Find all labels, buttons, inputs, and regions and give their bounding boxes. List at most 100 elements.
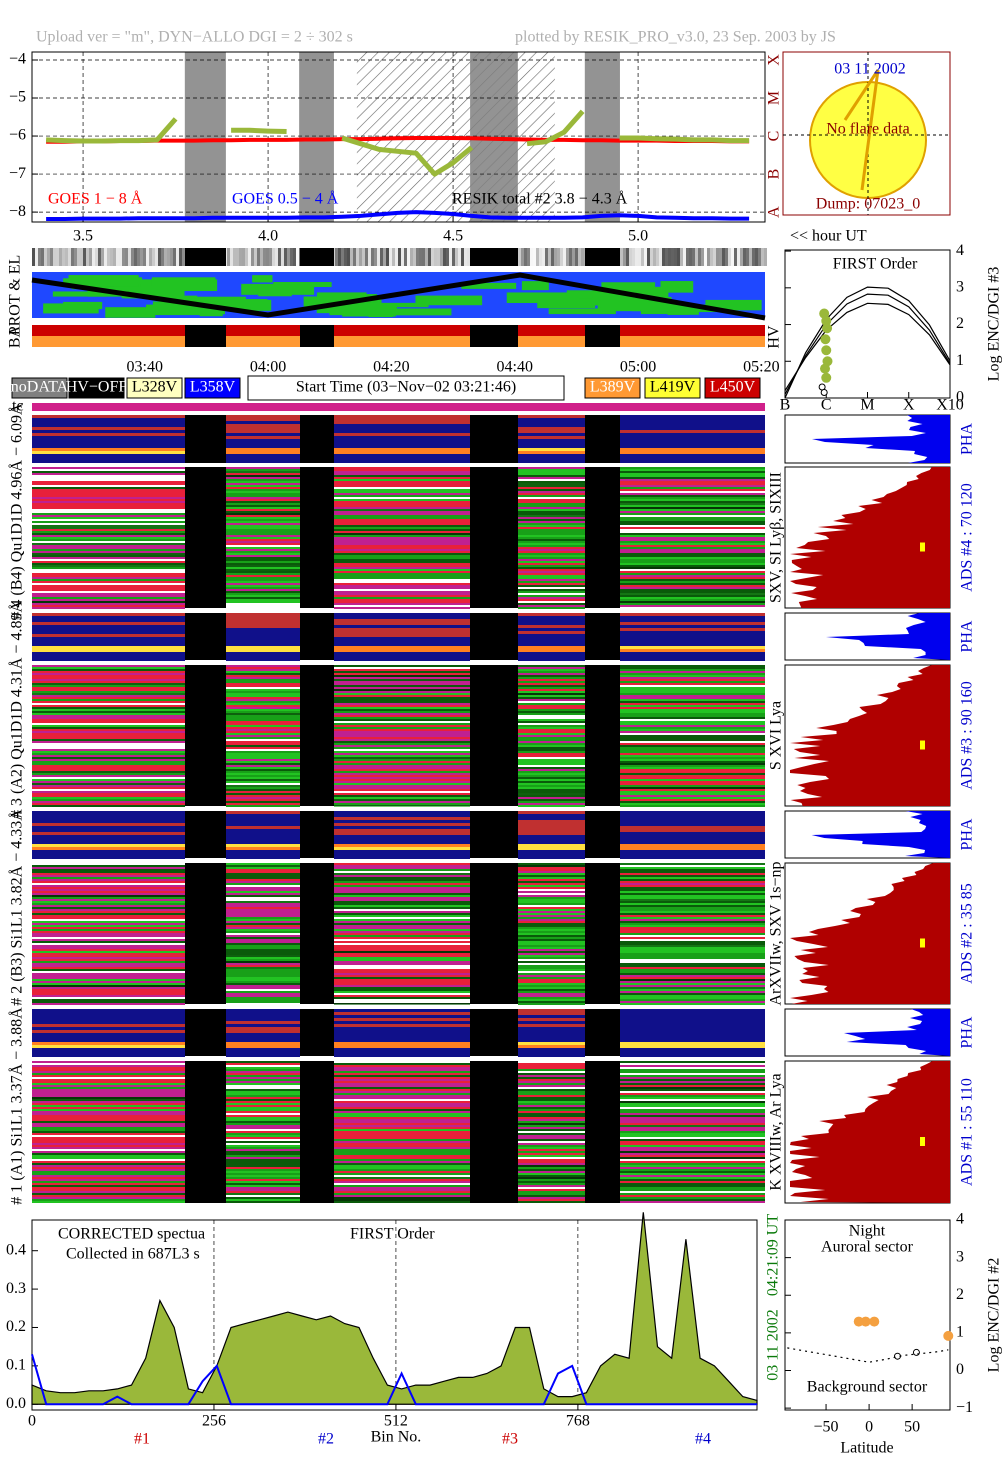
spectrogram-row (518, 622, 585, 625)
spectrogram-row (334, 565, 470, 567)
gap (585, 1009, 620, 1056)
spectrogram-row (518, 535, 585, 537)
spectrogram-row (226, 983, 300, 985)
gain-bar (635, 248, 638, 266)
spectrogram-row (32, 1189, 185, 1191)
spectrogram-row (226, 850, 300, 853)
spectrogram-row (334, 454, 470, 457)
spectrogram-row (32, 485, 185, 487)
spectrogram-row (334, 619, 470, 622)
spectrogram-row (620, 1141, 765, 1143)
spectrogram-row (518, 727, 585, 729)
spectrogram-row (226, 719, 300, 721)
spectrogram-row (32, 607, 185, 609)
spectrogram-row (620, 1177, 765, 1179)
spectrogram-row (518, 1157, 585, 1159)
spectrogram-row (32, 1137, 185, 1139)
spectrogram-row (226, 1161, 300, 1163)
panel-title: FIRST Order (833, 256, 918, 273)
spectrogram-row (620, 1065, 765, 1067)
gap (585, 415, 620, 463)
spectrogram-row (32, 903, 185, 905)
spectrogram-row (32, 895, 185, 897)
gain-bar (656, 248, 659, 266)
spectrogram-row (32, 551, 185, 553)
spectrogram-row (518, 683, 585, 685)
spectrogram-row (32, 943, 185, 945)
spectrogram-row (32, 1061, 185, 1063)
spectrogram-row (226, 442, 300, 445)
shaded-range (184, 52, 226, 222)
spectrogram-row (226, 979, 300, 981)
gain-bar (533, 248, 536, 266)
spectrogram-row (620, 735, 765, 737)
prot-patch (506, 292, 579, 304)
spectrogram-row (334, 593, 470, 595)
spectrogram-row (32, 563, 185, 565)
spectrogram-row (620, 1199, 765, 1201)
spectrogram-row (518, 571, 585, 573)
spectrogram-row (334, 685, 470, 687)
spectrogram-row (620, 1048, 765, 1051)
spectrogram-row (518, 1129, 585, 1131)
gain-bar (677, 248, 680, 266)
spectrogram-row (334, 1051, 470, 1054)
gain-bar (389, 248, 392, 266)
spectrogram-row (518, 1115, 585, 1117)
spectrogram-row (226, 963, 300, 965)
spectrogram-row (226, 793, 300, 795)
spectrogram-row (226, 652, 300, 655)
spectrogram-row (226, 1189, 300, 1191)
gain-bar (566, 248, 569, 266)
spectrogram-row (334, 1179, 470, 1181)
spectrogram-row (334, 814, 470, 817)
spectrogram-row (32, 1129, 185, 1131)
prot-patch (194, 281, 216, 291)
spectrogram-row (620, 1181, 765, 1183)
spectrogram-row (32, 775, 185, 777)
y-tick-label: 1 (956, 352, 964, 369)
spectrogram-row (334, 1185, 470, 1187)
spectrogram-row (620, 1195, 765, 1197)
spectrogram-row (226, 801, 300, 803)
spectrogram-row (32, 745, 185, 747)
spectrogram-row (32, 969, 185, 971)
gap (300, 248, 334, 266)
spectrogram-row (620, 1169, 765, 1171)
spectrogram-row (32, 673, 185, 675)
spectrogram-row (334, 1173, 470, 1175)
spectrogram-row (32, 649, 185, 652)
spectrogram-row (226, 838, 300, 841)
spectrogram-row (226, 991, 300, 993)
spectrogram-row (226, 519, 300, 521)
spectrogram-row (226, 853, 300, 856)
spectrogram-row (620, 1075, 765, 1077)
legend-box-label: L389V (590, 379, 636, 396)
spectrogram-row (620, 637, 765, 640)
gain-bar (557, 248, 560, 266)
spectrogram-row (226, 1021, 300, 1024)
gain-bar (761, 248, 764, 266)
spectrogram-row (620, 885, 765, 887)
spectrogram-row (518, 711, 585, 713)
spectrogram-row (334, 985, 470, 987)
gap (585, 1061, 620, 1203)
spectrogram-row (334, 1089, 470, 1091)
series-line (787, 1347, 949, 1363)
spectrogram-row (32, 856, 185, 859)
gain-bar (242, 248, 245, 266)
gain-bar (98, 248, 101, 266)
gain-bar (251, 248, 254, 266)
spectrogram-row (226, 467, 300, 469)
spectrogram-row (226, 1036, 300, 1039)
spectrogram-row (226, 731, 300, 733)
spectrogram-row (334, 1091, 470, 1093)
spectrogram-row (518, 675, 585, 677)
point (822, 323, 833, 334)
gain-bar (737, 248, 740, 266)
spectrogram-row (32, 893, 185, 895)
spectrogram-row (620, 689, 765, 691)
spectrogram-row (518, 689, 585, 691)
spectrogram-row (226, 1149, 300, 1151)
